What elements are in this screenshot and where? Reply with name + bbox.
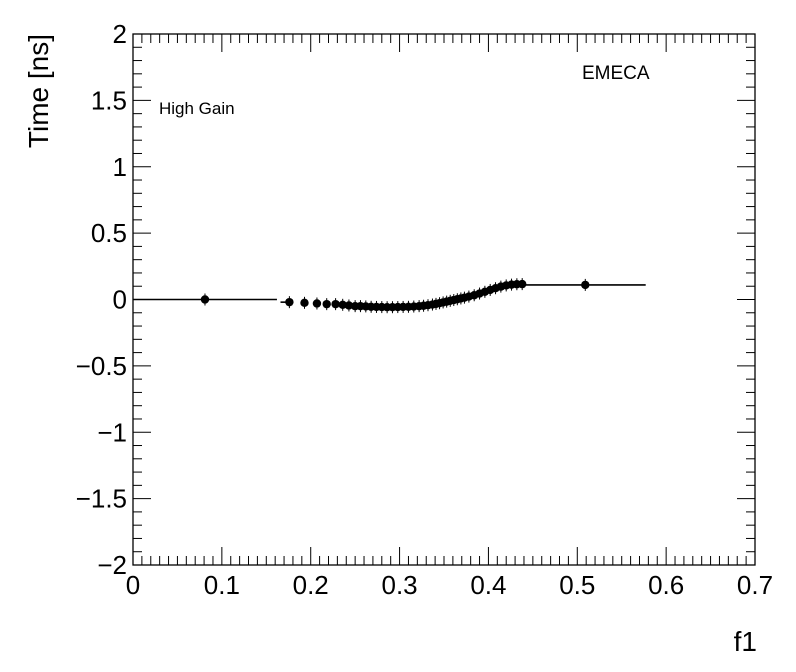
- x-tick-label: 0.6: [648, 570, 684, 600]
- marker: [581, 280, 590, 290]
- y-tick-label: 2: [113, 19, 127, 49]
- data-point: [280, 296, 294, 309]
- data-point: [331, 298, 340, 311]
- data-point: [312, 297, 322, 310]
- marker: [200, 295, 210, 304]
- x-tick-label: 0.1: [204, 570, 240, 600]
- y-tick-label: 1: [113, 152, 127, 182]
- y-tick-label: −1.5: [76, 484, 127, 514]
- data-point: [344, 299, 354, 312]
- y-tick-label: 0: [113, 285, 127, 315]
- data-point: [522, 278, 646, 291]
- marker: [338, 300, 347, 310]
- data-point: [133, 293, 277, 306]
- y-tick-label: 1.5: [91, 85, 127, 115]
- x-tick-label: 0.7: [737, 570, 773, 600]
- annotation-emeca: EMECA: [582, 63, 650, 84]
- y-tick-label: −0.5: [76, 351, 127, 381]
- x-tick-label: 0.5: [559, 570, 595, 600]
- data-point: [322, 298, 331, 311]
- axis-ticks: [132, 33, 756, 566]
- y-tick-label: −1: [97, 417, 127, 447]
- data-point: [338, 298, 347, 311]
- x-tick-label: 0.4: [470, 570, 506, 600]
- annotation-high-gain: High Gain: [159, 99, 235, 118]
- x-axis-title: f1: [734, 626, 757, 657]
- x-tick-label: 0.2: [293, 570, 329, 600]
- marker: [312, 299, 322, 308]
- data-point: [300, 296, 309, 309]
- y-axis-title: Time [ns]: [23, 34, 54, 148]
- data-point: [480, 285, 490, 298]
- y-tick-label: −2: [97, 550, 127, 580]
- y-tick-label: 0.5: [91, 218, 127, 248]
- marker: [285, 297, 294, 307]
- marker: [331, 299, 340, 309]
- data-points: [133, 278, 646, 314]
- x-tick-label: 0: [126, 570, 140, 600]
- marker: [344, 301, 354, 310]
- marker: [300, 298, 309, 308]
- marker: [322, 299, 331, 309]
- axis-tick-labels: 0 0.1 0.2 0.3 0.4 0.5 0.6 0.7 −2 −1.5 −1 −0.5 0 0.5 1 1…: [76, 19, 773, 600]
- x-tick-label: 0.3: [381, 570, 417, 600]
